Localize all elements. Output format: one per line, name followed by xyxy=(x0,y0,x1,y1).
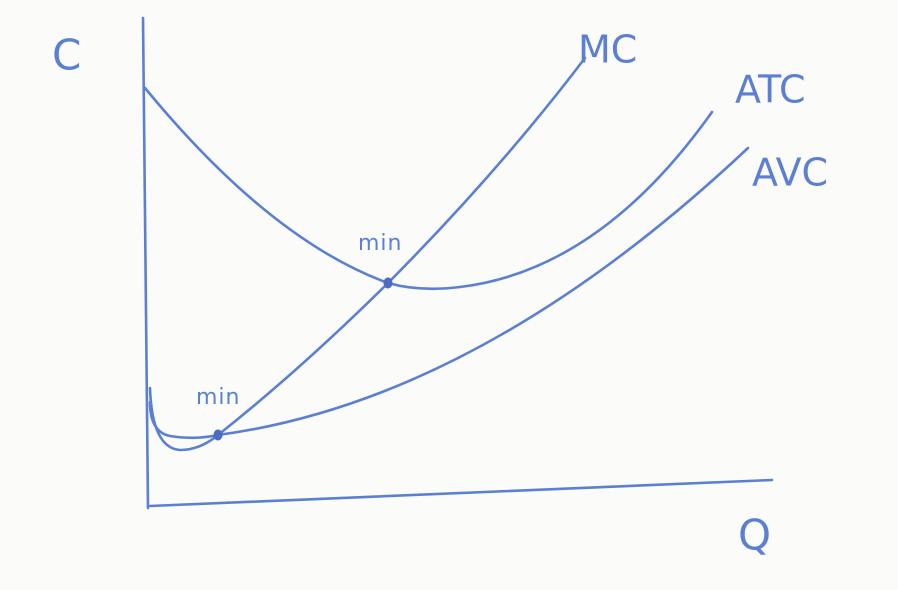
curve-label: ATC xyxy=(735,68,806,112)
x-axis xyxy=(148,478,774,508)
avc-curve xyxy=(148,146,750,440)
y-axis-label: C xyxy=(52,31,81,80)
min-point xyxy=(213,429,223,441)
annotation: min xyxy=(358,231,403,256)
annotation: min xyxy=(196,385,241,410)
curve-label: AVC xyxy=(752,151,828,195)
curve-label: MC xyxy=(578,28,637,72)
mc-curve xyxy=(148,56,587,452)
min-point xyxy=(383,277,393,289)
atc-curve xyxy=(143,86,714,291)
y-axis xyxy=(141,16,150,510)
x-axis-label: Q xyxy=(738,511,771,560)
